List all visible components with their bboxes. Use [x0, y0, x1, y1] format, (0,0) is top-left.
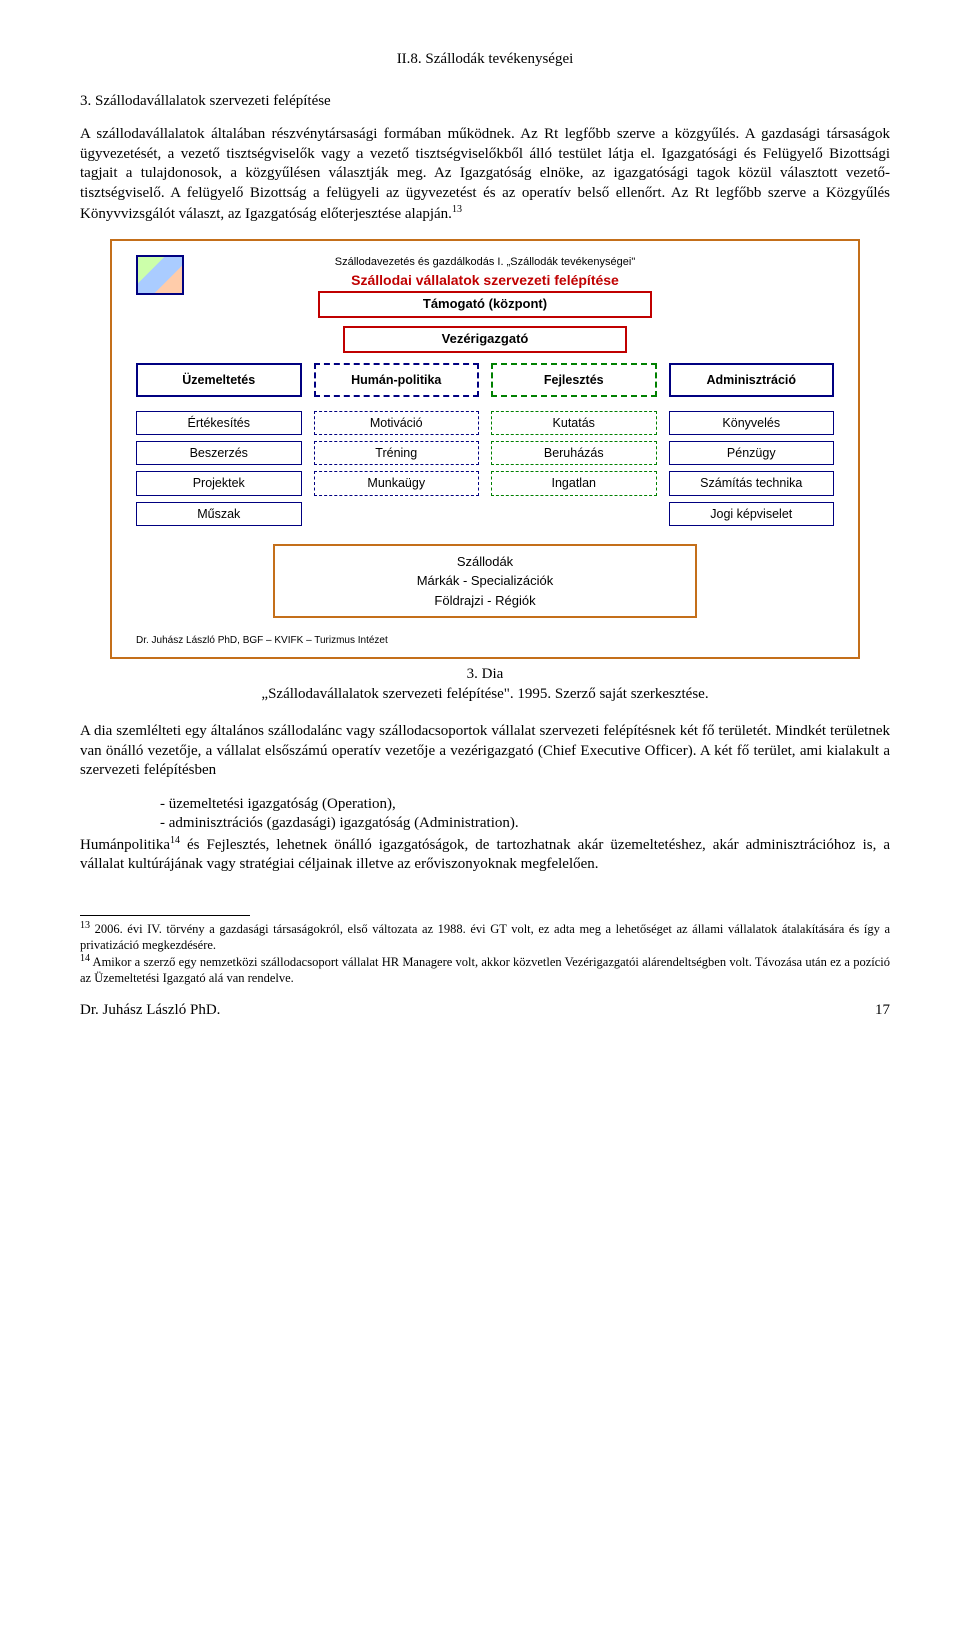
cell: Projektek — [136, 471, 302, 495]
footer-author: Dr. Juhász László PhD. — [80, 1001, 220, 1021]
dept-development: Fejlesztés — [491, 363, 657, 397]
cell: Munkaügy — [314, 471, 480, 495]
cell: Műszak — [136, 502, 302, 526]
footnote-13-text: 2006. évi IV. törvény a gazdasági társas… — [80, 922, 890, 952]
paragraph-2a: A dia szemlélteti egy általános szálloda… — [80, 722, 890, 781]
col-development: Kutatás Beruházás Ingatlan — [491, 411, 657, 526]
bullet-2: - adminisztrációs (gazdasági) igazgatósá… — [160, 814, 890, 834]
footer-page-number: 17 — [875, 1001, 890, 1021]
figure-caption: 3. Dia „Szállodavállalatok szervezeti fe… — [80, 665, 890, 704]
paragraph-2b: Humánpolitika14 és Fejlesztés, lehetnek … — [80, 834, 890, 875]
cell: Beruházás — [491, 441, 657, 465]
ceo-box: Vezérigazgató — [343, 326, 627, 353]
sub-departments: Értékesítés Beszerzés Projektek Műszak M… — [136, 411, 834, 526]
footnote-separator — [80, 915, 250, 916]
cell: Pénzügy — [669, 441, 835, 465]
cell: Ingatlan — [491, 471, 657, 495]
cell: Tréning — [314, 441, 480, 465]
cell: Motiváció — [314, 411, 480, 435]
col-operations: Értékesítés Beszerzés Projektek Műszak — [136, 411, 302, 526]
page-footer: Dr. Juhász László PhD. 17 — [80, 1001, 890, 1021]
hotels-line3: Földrajzi - Régiók — [275, 591, 695, 611]
para1-text: A szállodavállalatok általában részvényt… — [80, 126, 890, 222]
cell: Kutatás — [491, 411, 657, 435]
diagram-footer: Dr. Juhász László PhD, BGF – KVIFK – Tur… — [136, 634, 834, 647]
fig-caption-l2: „Szállodavállalatok szervezeti felépítés… — [261, 686, 708, 702]
dept-hr: Humán-politika — [314, 363, 480, 397]
diagram-caption-top: Szállodavezetés és gazdálkodás I. „Száll… — [136, 255, 834, 269]
page-header: II.8. Szállodák tevékenységei — [80, 50, 890, 70]
support-box: Támogató (központ) — [318, 291, 652, 318]
col-admin: Könyvelés Pénzügy Számítás technika Jogi… — [669, 411, 835, 526]
cell: Könyvelés — [669, 411, 835, 435]
dept-admin: Adminisztráció — [669, 363, 835, 397]
hotels-box: Szállodák Márkák - Specializációk Földra… — [273, 544, 697, 619]
cell: Értékesítés — [136, 411, 302, 435]
footnote-ref-14: 14 — [170, 835, 180, 846]
cell: Jogi képviselet — [669, 502, 835, 526]
dept-operations: Üzemeltetés — [136, 363, 302, 397]
cell: Beszerzés — [136, 441, 302, 465]
bullet-1: - üzemeltetési igazgatóság (Operation), — [160, 795, 890, 815]
org-chart-diagram: Szállodavezetés és gazdálkodás I. „Száll… — [110, 239, 860, 660]
para2b-pre: Humánpolitika — [80, 837, 170, 853]
para2b-post: és Fejlesztés, lehetnek önálló igazgatós… — [80, 837, 890, 873]
cell: Számítás technika — [669, 471, 835, 495]
footnote-14-text: Amikor a szerző egy nemzetközi szállodac… — [80, 955, 890, 985]
paragraph-1: A szállodavállalatok általában részvényt… — [80, 125, 890, 225]
footnote-13: 13 2006. évi IV. törvény a gazdasági tár… — [80, 920, 890, 953]
footnote-num-13: 13 — [80, 920, 90, 931]
fig-caption-l1: 3. Dia — [467, 666, 504, 682]
footnote-ref-13: 13 — [452, 204, 462, 215]
hotels-line1: Szállodák — [275, 552, 695, 572]
hotels-line2: Márkák - Specializációk — [275, 571, 695, 591]
footnote-14: 14 Amikor a szerző egy nemzetközi szállo… — [80, 953, 890, 986]
footnote-num-14: 14 — [80, 953, 90, 964]
col-hr: Motiváció Tréning Munkaügy — [314, 411, 480, 526]
section-title: 3. Szállodavállalatok szervezeti felépít… — [80, 92, 890, 112]
directorate-row: Üzemeltetés Humán-politika Fejlesztés Ad… — [136, 363, 834, 397]
diagram-icon — [136, 255, 184, 295]
diagram-title: Szállodai vállalatok szervezeti felépíté… — [136, 271, 834, 289]
